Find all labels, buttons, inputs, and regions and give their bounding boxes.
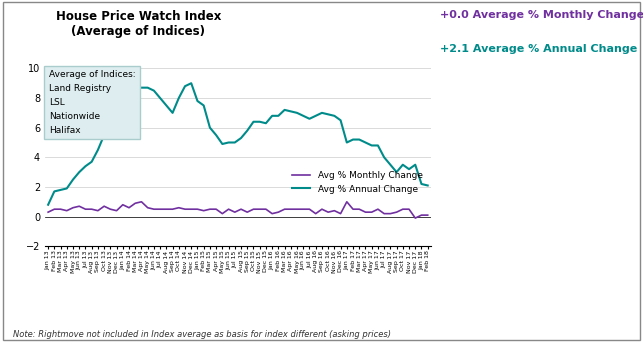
Text: +0.0 Average % Monthly Change: +0.0 Average % Monthly Change [440, 10, 643, 20]
Text: House Price Watch Index
(Average of Indices): House Price Watch Index (Average of Indi… [55, 10, 221, 38]
Text: +2.1 Average % Annual Change: +2.1 Average % Annual Change [440, 44, 638, 54]
Legend: Avg % Monthly Change, Avg % Annual Change: Avg % Monthly Change, Avg % Annual Chang… [289, 168, 426, 197]
Text: Average of Indices:
Land Registry
LSL
Nationwide
Halifax: Average of Indices: Land Registry LSL Na… [49, 70, 136, 135]
Text: Note: Rightmove not included in Index average as basis for index different (aski: Note: Rightmove not included in Index av… [13, 330, 391, 339]
